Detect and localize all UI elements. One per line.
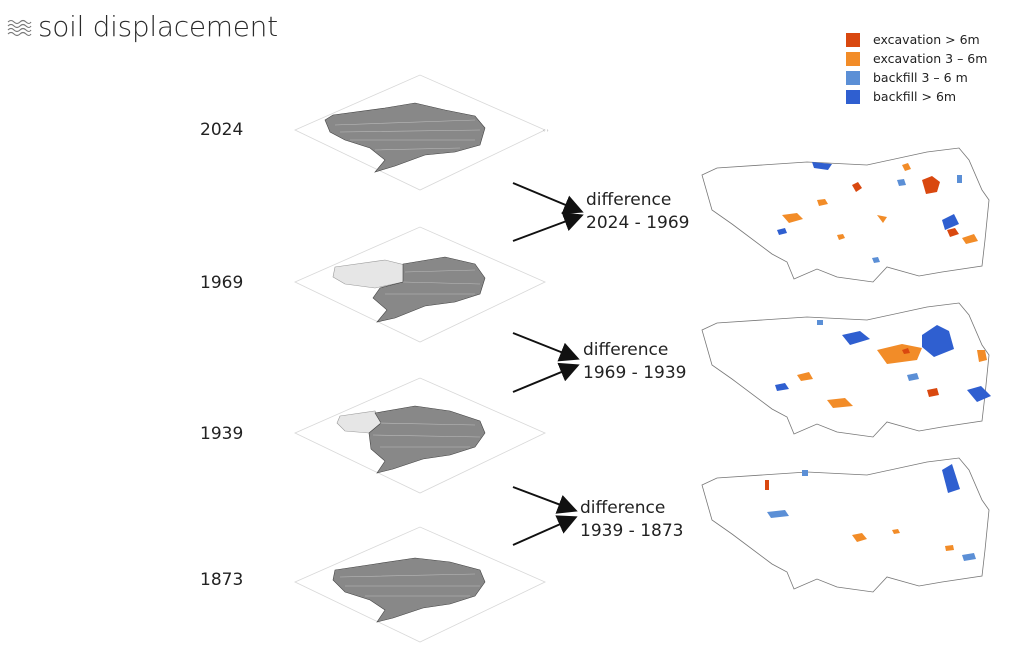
difference-years: 2024 - 1969 [586, 213, 690, 233]
legend-swatch [846, 51, 860, 66]
header: soil displacement [6, 10, 278, 43]
legend-label: backfill 3 – 6 m [873, 70, 968, 85]
legend-swatch [846, 89, 860, 104]
legend-label: backfill > 6m [873, 89, 957, 104]
legend-label: excavation > 6m [873, 32, 980, 47]
difference-title: difference [583, 340, 669, 360]
excavation-patches [782, 163, 978, 244]
terrain-lines-icon [7, 19, 32, 36]
year-label-2024: 2024 [200, 120, 244, 140]
difference-label-1939-1873: difference 1939 - 1873 [580, 497, 683, 543]
backfill-patches [767, 464, 976, 561]
legend: excavation > 6m excavation 3 – 6m backfi… [846, 30, 987, 106]
difference-title: difference [586, 190, 672, 210]
page-title: soil displacement [38, 10, 278, 43]
terrain-model-2024: ‹ › [294, 74, 549, 191]
legend-item-excavation-3-6m: excavation 3 – 6m [846, 49, 987, 68]
legend-item-backfill-3-6m: backfill 3 – 6 m [846, 68, 987, 87]
legend-item-excavation-over-6m: excavation > 6m [846, 30, 987, 49]
legend-label: excavation 3 – 6m [873, 51, 988, 66]
difference-map-1969-1939 [701, 302, 991, 438]
difference-label-1969-1939: difference 1969 - 1939 [583, 339, 686, 385]
year-label-1873: 1873 [200, 570, 244, 590]
difference-label-2024-1969: difference 2024 - 1969 [586, 189, 689, 235]
difference-title: difference [580, 498, 666, 518]
legend-swatch [846, 32, 860, 47]
terrain-model-1873 [294, 526, 546, 643]
difference-years: 1969 - 1939 [583, 363, 687, 383]
backfill-patches [775, 320, 991, 402]
legend-swatch [846, 70, 860, 85]
terrain-model-1939 [294, 377, 546, 494]
year-label-1969: 1969 [200, 273, 244, 293]
backfill-patches [777, 162, 962, 263]
terrain-model-1969 [294, 226, 546, 343]
difference-years: 1939 - 1873 [580, 521, 684, 541]
year-label-1939: 1939 [200, 424, 244, 444]
legend-item-backfill-over-6m: backfill > 6m [846, 87, 987, 106]
excavation-patches [765, 480, 954, 551]
excavation-patches [797, 344, 987, 408]
difference-map-1939-1873 [701, 457, 990, 593]
svg-text:‹ ›: ‹ › [543, 128, 549, 134]
difference-map-2024-1969 [701, 147, 990, 283]
